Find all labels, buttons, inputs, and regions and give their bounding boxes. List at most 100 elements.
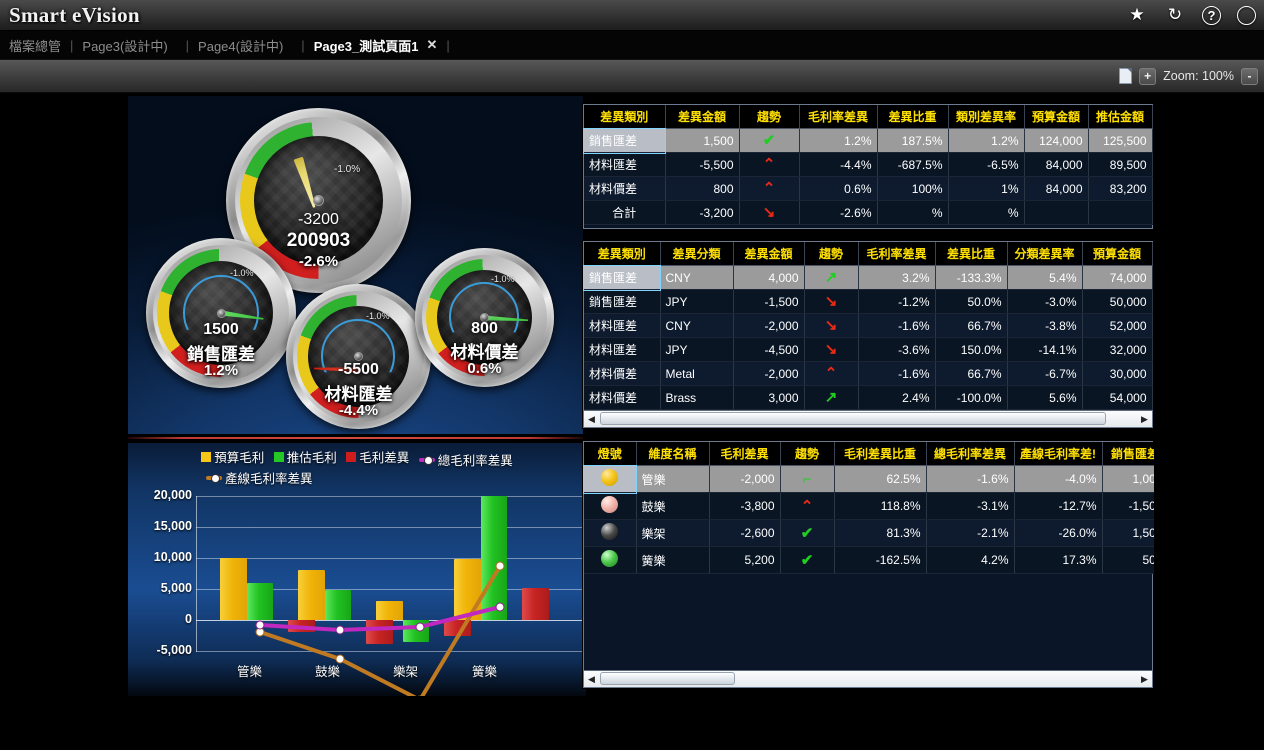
col-header[interactable]: 分類差異率 bbox=[1007, 242, 1083, 266]
chart-ytick: 10,000 bbox=[153, 550, 192, 564]
tab-separator: | bbox=[446, 37, 450, 53]
cell-trend: ↗ bbox=[804, 265, 859, 290]
table-row[interactable]: 合計 -3,200 ↘ -2.6% % % bbox=[584, 200, 1153, 225]
col-header[interactable]: 趨勢 bbox=[780, 442, 835, 466]
tab-page3-design[interactable]: Page3(設計中) bbox=[73, 31, 176, 59]
table-row[interactable]: 材料價差 Brass 3,000 ↗ 2.4% -100.0% 5.6% 54,… bbox=[584, 385, 1153, 410]
col-header[interactable]: 毛利差異 bbox=[709, 442, 781, 466]
table2: 差異類別 差異分類 差異金額 趨勢 毛利率差異 差異比重 分類差異率 預算金額 … bbox=[583, 242, 1153, 410]
table-row[interactable]: 銷售匯差 CNY 4,000 ↗ 3.2% -133.3% 5.4% 74,00… bbox=[583, 264, 1153, 291]
cell-trend: ✔ bbox=[780, 519, 835, 547]
arrow-down-red-icon: ↘ bbox=[762, 204, 776, 221]
cell-amount: -1,500 bbox=[733, 289, 805, 314]
cell-trend: ↘ bbox=[804, 337, 859, 362]
caret-up-red-icon: ⌃ bbox=[762, 156, 776, 173]
tab-page4-design[interactable]: Page4(設計中) bbox=[189, 31, 292, 59]
favorite-star-icon[interactable]: ★ bbox=[1129, 5, 1145, 24]
table-row[interactable]: 鼓樂 -3,800 ⌃ 118.8% -3.1% -12.7% -1,500 bbox=[584, 492, 1154, 520]
page-icon[interactable] bbox=[1119, 68, 1133, 84]
col-header[interactable]: 銷售匯差 bbox=[1102, 442, 1154, 466]
scrollbar-thumb[interactable] bbox=[600, 411, 1106, 425]
dimension-margin-table[interactable]: 燈號 維度名稱 毛利差異 趨勢 毛利差異比重 總毛利率差異 產線毛利率差! 銷售… bbox=[583, 441, 1154, 688]
cell-margin-rate: -1.2% bbox=[858, 289, 936, 314]
col-header[interactable]: 趨勢 bbox=[804, 242, 859, 266]
tab-page3-test-page1[interactable]: Page3_測試頁面1 ✕ bbox=[305, 31, 447, 59]
col-header[interactable]: 推估金額 bbox=[1088, 105, 1153, 129]
scroll-right-arrow-icon[interactable]: ▶ bbox=[1141, 413, 1148, 424]
gauge-hub bbox=[354, 352, 363, 361]
chart-xtick: 管樂 bbox=[237, 665, 263, 679]
col-header[interactable]: 燈號 bbox=[584, 442, 637, 466]
cell-category-rate: 1.2% bbox=[948, 128, 1025, 153]
legend-label: 推估毛利 bbox=[286, 451, 337, 465]
col-header[interactable]: 毛利率差異 bbox=[799, 105, 878, 129]
tab-file-explorer[interactable]: 檔案總管 bbox=[0, 31, 70, 59]
cell-class-rate: -3.8% bbox=[1007, 313, 1083, 338]
bar-margin-variance bbox=[522, 588, 549, 620]
col-header[interactable]: 毛利率差異 bbox=[858, 242, 936, 266]
col-header[interactable]: 總毛利率差異 bbox=[926, 442, 1015, 466]
cell-line-margin-rate: -26.0% bbox=[1014, 519, 1103, 547]
scrollbar-thumb[interactable] bbox=[600, 671, 735, 685]
help-icon[interactable]: ? bbox=[1202, 5, 1221, 25]
material-fx-gauge[interactable]: -1.0% -5500 材料匯差 -4.4% bbox=[286, 284, 431, 429]
material-price-gauge[interactable]: -1.0% 800 材料價差 0.6% bbox=[415, 248, 554, 387]
dashboard-canvas: -1.0% -3200 200903 -2.6% -1.0% 1500 銷售匯差… bbox=[128, 96, 1154, 696]
scroll-left-arrow-icon[interactable]: ◀ bbox=[588, 413, 595, 424]
cell-class-rate: -3.0% bbox=[1007, 289, 1083, 314]
cell-margin-rate: -2.6% bbox=[799, 200, 878, 225]
table2-horizontal-scrollbar[interactable]: ◀ ▶ bbox=[584, 410, 1152, 427]
variance-detail-table[interactable]: 差異類別 差異分類 差異金額 趨勢 毛利率差異 差異比重 分類差異率 預算金額 … bbox=[583, 241, 1153, 428]
info-icon[interactable] bbox=[1237, 5, 1256, 25]
legend-label: 毛利差異 bbox=[359, 451, 410, 465]
variance-category-table[interactable]: 差異類別 差異金額 趨勢 毛利率差異 差異比重 類別差異率 預算金額 推估金額 … bbox=[583, 104, 1153, 229]
chart-xtick: 樂架 bbox=[393, 665, 419, 679]
table-row[interactable]: 材料匯差 -5,500 ⌃ -4.4% -687.5% -6.5% 84,000… bbox=[584, 152, 1153, 177]
sales-fx-gauge[interactable]: -1.0% 1500 銷售匯差 1.2% bbox=[146, 238, 296, 388]
cell-class-rate: -14.1% bbox=[1007, 337, 1083, 362]
cell-weight: 50.0% bbox=[935, 289, 1008, 314]
legend-item-line-margin-rate-variance: 產線毛利率差異 bbox=[206, 468, 313, 487]
gauge-tick-label: -1.0% bbox=[334, 164, 361, 175]
refresh-icon[interactable]: ↻ bbox=[1167, 5, 1183, 24]
col-header[interactable]: 維度名稱 bbox=[636, 442, 710, 466]
col-header[interactable]: 毛利差異比重 bbox=[834, 442, 927, 466]
table-row[interactable]: 管樂 -2,000 ⌐ 62.5% -1.6% -4.0% 1,000 bbox=[583, 464, 1154, 494]
tab-separator: | bbox=[301, 37, 305, 53]
zoom-in-button[interactable]: + bbox=[1139, 67, 1157, 85]
legend-line bbox=[206, 473, 222, 483]
scroll-left-arrow-icon[interactable]: ◀ bbox=[588, 673, 595, 684]
col-header[interactable]: 差異類別 bbox=[584, 242, 661, 266]
col-header[interactable]: 差異金額 bbox=[733, 242, 805, 266]
table-row[interactable]: 樂架 -2,600 ✔ 81.3% -2.1% -26.0% 1,500 bbox=[584, 519, 1154, 547]
zoom-out-button[interactable]: - bbox=[1241, 67, 1258, 85]
col-header[interactable]: 差異比重 bbox=[877, 105, 949, 129]
table-row[interactable]: 材料價差 800 ⌃ 0.6% 100% 1% 84,000 83,200 bbox=[584, 176, 1153, 201]
scrollbar-track[interactable] bbox=[599, 671, 1137, 687]
gauge-panel: -1.0% -3200 200903 -2.6% -1.0% 1500 銷售匯差… bbox=[128, 96, 583, 434]
col-header[interactable]: 趨勢 bbox=[739, 105, 800, 129]
col-header[interactable]: 差異金額 bbox=[665, 105, 740, 129]
cell-variance-weight: 62.5% bbox=[834, 465, 927, 493]
table-row[interactable]: 銷售匯差 JPY -1,500 ↘ -1.2% 50.0% -3.0% 50,0… bbox=[584, 289, 1153, 314]
table-row[interactable]: 簧樂 5,200 ✔ -162.5% 4.2% 17.3% 500 bbox=[584, 546, 1154, 574]
col-header[interactable]: 預算金額 bbox=[1024, 105, 1089, 129]
table-row[interactable]: 材料匯差 JPY -4,500 ↘ -3.6% 150.0% -14.1% 32… bbox=[584, 337, 1153, 362]
table-row[interactable]: 材料價差 Metal -2,000 ⌃ -1.6% 66.7% -6.7% 30… bbox=[584, 361, 1153, 386]
scroll-right-arrow-icon[interactable]: ▶ bbox=[1141, 673, 1148, 684]
table3-horizontal-scrollbar[interactable]: ◀ ▶ bbox=[584, 670, 1152, 687]
table-row[interactable]: 材料匯差 CNY -2,000 ↘ -1.6% 66.7% -3.8% 52,0… bbox=[584, 313, 1153, 338]
col-header[interactable]: 類別差異率 bbox=[948, 105, 1025, 129]
close-icon[interactable]: ✕ bbox=[426, 37, 438, 52]
table-row[interactable]: 銷售匯差 1,500 ✔ 1.2% 187.5% 1.2% 124,000 12… bbox=[583, 127, 1153, 154]
cell-class-rate: 5.6% bbox=[1007, 385, 1083, 410]
col-header[interactable]: 差異類別 bbox=[584, 105, 666, 129]
col-header[interactable]: 差異分類 bbox=[660, 242, 734, 266]
cell-trend: ↘ bbox=[804, 289, 859, 314]
col-header[interactable]: 差異比重 bbox=[935, 242, 1008, 266]
chart-ytick: 0 bbox=[185, 612, 192, 626]
col-header[interactable]: 產線毛利率差! bbox=[1014, 442, 1103, 466]
col-header[interactable]: 預算金額 bbox=[1082, 242, 1153, 266]
scrollbar-track[interactable] bbox=[599, 411, 1137, 427]
cell-amount: -3,200 bbox=[665, 200, 740, 225]
